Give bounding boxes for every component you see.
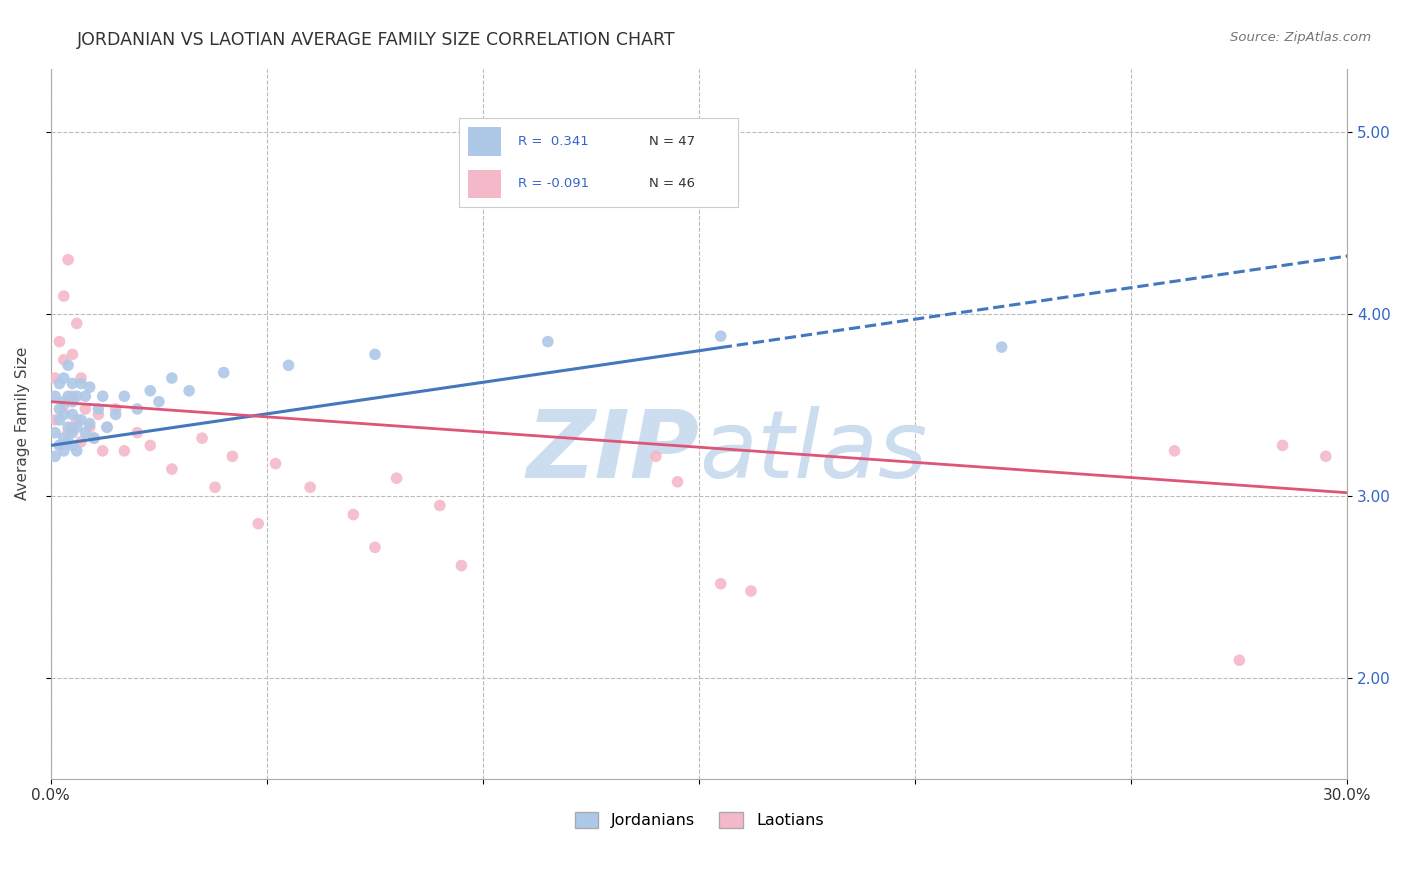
Point [191, 431, 214, 445]
Point [52, 398, 75, 412]
Point [48, 401, 70, 416]
Point [91, 389, 114, 403]
Point [139, 438, 162, 452]
Point [1271, 438, 1294, 452]
Point [79, 420, 101, 434]
Point [44, 371, 66, 385]
Point [710, 576, 733, 591]
Point [62, 420, 84, 434]
Point [62, 376, 84, 391]
Point [62, 425, 84, 440]
Point [70, 413, 93, 427]
Point [48, 334, 70, 349]
Point [1163, 443, 1185, 458]
Point [56, 425, 79, 440]
Point [44, 413, 66, 427]
Y-axis label: Average Family Size: Average Family Size [15, 347, 30, 500]
Point [66, 443, 89, 458]
Point [62, 389, 84, 403]
Point [127, 401, 149, 416]
Point [75, 389, 97, 403]
Point [48, 438, 70, 452]
Text: ZIP: ZIP [526, 406, 699, 498]
Point [62, 438, 84, 452]
Point [56, 359, 79, 373]
Legend: Jordanians, Laotians: Jordanians, Laotians [568, 805, 830, 835]
Point [264, 457, 287, 471]
Point [385, 471, 408, 485]
Point [104, 408, 127, 422]
Point [364, 541, 387, 555]
Point [56, 252, 79, 267]
Point [79, 417, 101, 431]
Point [91, 443, 114, 458]
Point [52, 352, 75, 367]
Point [1227, 653, 1250, 667]
Point [212, 366, 235, 380]
Point [56, 434, 79, 449]
Point [450, 558, 472, 573]
Point [179, 384, 201, 398]
Point [740, 584, 762, 599]
Text: atlas: atlas [699, 407, 928, 498]
Point [66, 420, 89, 434]
Point [52, 289, 75, 303]
Point [160, 371, 183, 385]
Point [537, 334, 560, 349]
Point [342, 508, 364, 522]
Point [710, 329, 733, 343]
Point [75, 425, 97, 440]
Point [44, 450, 66, 464]
Point [104, 401, 127, 416]
Point [44, 425, 66, 440]
Point [247, 516, 270, 531]
Point [52, 443, 75, 458]
Point [66, 317, 89, 331]
Point [62, 347, 84, 361]
Point [112, 389, 135, 403]
Point [56, 420, 79, 434]
Point [79, 380, 101, 394]
Point [62, 408, 84, 422]
Point [148, 394, 170, 409]
Point [48, 438, 70, 452]
Point [666, 475, 689, 489]
Point [52, 431, 75, 445]
Point [75, 401, 97, 416]
Point [48, 413, 70, 427]
Point [96, 420, 118, 434]
Point [112, 443, 135, 458]
Point [160, 462, 183, 476]
Point [87, 401, 110, 416]
Point [83, 431, 105, 445]
Point [48, 376, 70, 391]
Point [52, 394, 75, 409]
Point [44, 389, 66, 403]
Point [990, 340, 1012, 354]
Point [87, 408, 110, 422]
Point [62, 394, 84, 409]
Point [56, 389, 79, 403]
Point [66, 389, 89, 403]
Point [1315, 450, 1337, 464]
Point [127, 425, 149, 440]
Point [299, 480, 322, 494]
Point [70, 434, 93, 449]
Point [83, 431, 105, 445]
Point [52, 371, 75, 385]
Text: JORDANIAN VS LAOTIAN AVERAGE FAMILY SIZE CORRELATION CHART: JORDANIAN VS LAOTIAN AVERAGE FAMILY SIZE… [77, 31, 676, 49]
Point [645, 450, 668, 464]
Point [221, 450, 243, 464]
Point [52, 408, 75, 422]
Text: Source: ZipAtlas.com: Source: ZipAtlas.com [1230, 31, 1371, 45]
Point [96, 420, 118, 434]
Point [204, 480, 226, 494]
Point [139, 384, 162, 398]
Point [429, 499, 451, 513]
Point [70, 376, 93, 391]
Point [277, 359, 299, 373]
Point [70, 371, 93, 385]
Point [364, 347, 387, 361]
Point [66, 413, 89, 427]
